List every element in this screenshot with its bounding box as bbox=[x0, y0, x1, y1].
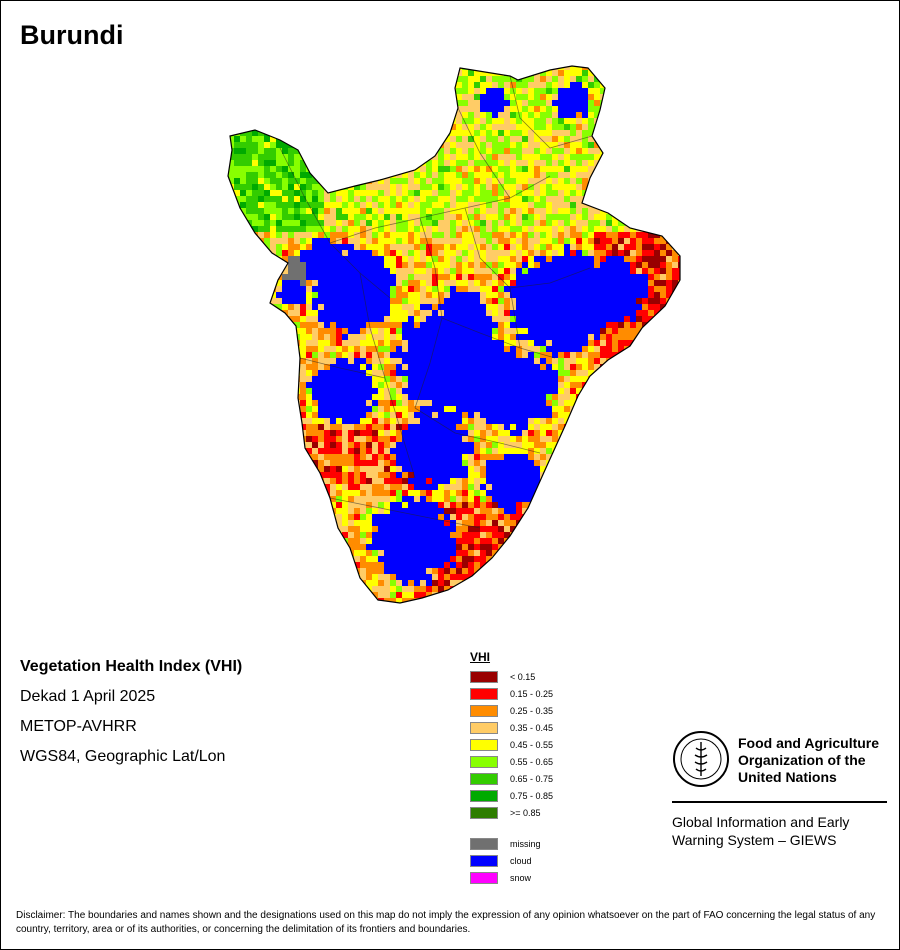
legend-row: cloud bbox=[470, 852, 553, 869]
legend-row: 0.65 - 0.75 bbox=[470, 770, 553, 787]
fao-divider bbox=[672, 801, 887, 803]
legend-label: < 0.15 bbox=[510, 671, 536, 682]
province-boundaries bbox=[279, 75, 593, 529]
legend-swatch bbox=[470, 837, 498, 850]
legend-swatch bbox=[470, 738, 498, 751]
legend-classes: < 0.15 0.15 - 0.25 0.25 - 0.35 0.35 - 0.45 0… bbox=[470, 668, 553, 821]
legend-label: 0.75 - 0.85 bbox=[510, 790, 554, 801]
giews-line: Global Information and Early bbox=[672, 814, 850, 830]
legend-row: 0.75 - 0.85 bbox=[470, 787, 553, 804]
legend-swatch bbox=[470, 704, 498, 717]
legend-label: 0.45 - 0.55 bbox=[510, 739, 554, 750]
vhi-map bbox=[210, 58, 690, 608]
legend-row: missing bbox=[470, 835, 553, 852]
legend-swatch bbox=[470, 670, 498, 683]
fao-name: Food and Agriculture Organization of the… bbox=[738, 735, 898, 786]
legend-label: 0.55 - 0.65 bbox=[510, 756, 554, 767]
legend-label: 0.25 - 0.35 bbox=[510, 705, 554, 716]
legend-swatch bbox=[470, 789, 498, 802]
fao-logo-icon bbox=[673, 731, 729, 787]
fao-name-line: United Nations bbox=[738, 769, 837, 785]
product-name: Vegetation Health Index (VHI) bbox=[20, 658, 243, 675]
legend-title: VHI bbox=[470, 650, 491, 664]
legend-special: missing cloud snow bbox=[470, 835, 553, 886]
map-info: Vegetation Health Index (VHI) Dekad 1 Ap… bbox=[20, 657, 242, 777]
period-label: Dekad 1 April 2025 bbox=[20, 688, 156, 705]
legend-row: < 0.15 bbox=[470, 668, 553, 685]
vhi-map-svg bbox=[227, 65, 681, 604]
legend-swatch bbox=[470, 721, 498, 734]
legend-row: 0.15 - 0.25 bbox=[470, 685, 553, 702]
fao-name-line: Food and Agriculture bbox=[738, 735, 880, 751]
legend-swatch bbox=[470, 871, 498, 884]
legend-row: >= 0.85 bbox=[470, 804, 553, 821]
legend-swatch bbox=[470, 854, 498, 867]
legend-row: 0.35 - 0.45 bbox=[470, 719, 553, 736]
legend-label: snow bbox=[510, 872, 532, 883]
legend-row: 0.55 - 0.65 bbox=[470, 753, 553, 770]
legend-label: 0.15 - 0.25 bbox=[510, 688, 554, 699]
legend-swatch bbox=[470, 687, 498, 700]
legend-label: >= 0.85 bbox=[510, 807, 541, 818]
fao-name-line: Organization of the bbox=[738, 752, 866, 768]
legend-row: snow bbox=[470, 869, 553, 886]
map-title: Burundi bbox=[20, 20, 124, 50]
disclaimer: Disclaimer: The boundaries and names sho… bbox=[16, 910, 876, 935]
legend-row: 0.45 - 0.55 bbox=[470, 736, 553, 753]
legend-label: 0.35 - 0.45 bbox=[510, 722, 554, 733]
legend-swatch bbox=[470, 806, 498, 819]
legend-label: missing bbox=[510, 838, 541, 849]
giews-line: Warning System – GIEWS bbox=[672, 832, 837, 848]
sensor-label: METOP-AVHRR bbox=[20, 718, 137, 735]
legend-label: cloud bbox=[510, 855, 532, 866]
giews-name: Global Information and Early Warning Sys… bbox=[672, 813, 887, 849]
legend-label: 0.65 - 0.75 bbox=[510, 773, 554, 784]
legend: VHI < 0.15 0.15 - 0.25 0.25 - 0.35 0.35 - 0… bbox=[470, 650, 553, 886]
projection-label: WGS84, Geographic Lat/Lon bbox=[20, 748, 226, 765]
legend-swatch bbox=[470, 772, 498, 785]
legend-row: 0.25 - 0.35 bbox=[470, 702, 553, 719]
legend-swatch bbox=[470, 755, 498, 768]
